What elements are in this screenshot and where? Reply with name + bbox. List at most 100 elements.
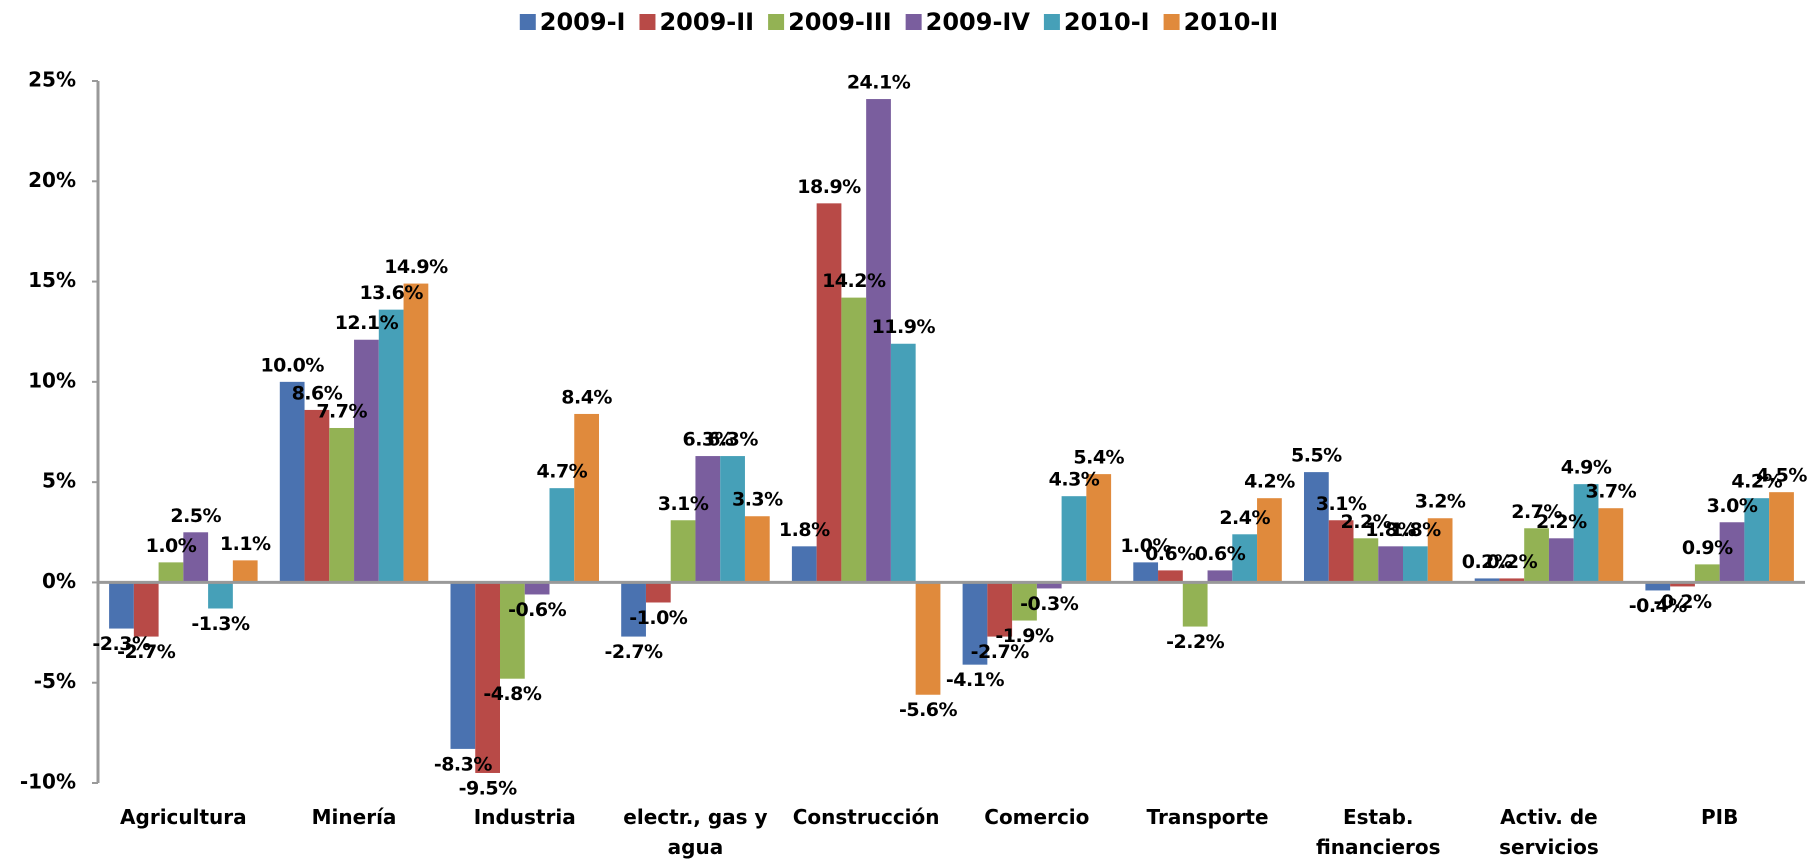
value-label: 3.3% xyxy=(732,489,783,511)
bar xyxy=(1524,528,1549,583)
y-tick-label: 0% xyxy=(42,569,76,593)
value-label: 1.8% xyxy=(1390,519,1441,541)
value-label: 3.1% xyxy=(658,493,709,515)
legend-label: 2009-III xyxy=(788,8,892,36)
bar xyxy=(1378,546,1404,583)
value-label: 14.9% xyxy=(384,256,448,278)
value-label: 2.4% xyxy=(1219,507,1270,529)
value-label: 0.9% xyxy=(1682,537,1733,559)
x-tick-label: Comercio xyxy=(984,805,1089,829)
value-label: 4.5% xyxy=(1756,465,1807,487)
value-label: 2.7% xyxy=(1511,501,1562,523)
value-label: 14.2% xyxy=(822,270,886,292)
bar xyxy=(1133,562,1159,583)
bar xyxy=(1303,472,1329,583)
value-label: 3.7% xyxy=(1585,481,1636,503)
value-label: -4.1% xyxy=(946,669,1005,691)
bar xyxy=(499,582,525,679)
value-label: -0.2% xyxy=(1653,591,1712,613)
bar xyxy=(279,381,305,583)
bar xyxy=(304,409,330,583)
value-label: 0.6% xyxy=(1195,543,1246,565)
bar xyxy=(1036,582,1062,589)
bar xyxy=(720,456,745,583)
bar xyxy=(1598,508,1624,583)
value-label: -2.7% xyxy=(117,641,176,663)
value-label: -9.5% xyxy=(459,777,518,799)
bar xyxy=(1744,498,1770,583)
bar xyxy=(158,562,184,583)
value-label: 2.2% xyxy=(1341,511,1392,533)
value-label: 5.4% xyxy=(1073,447,1124,469)
bar xyxy=(574,413,600,583)
bar xyxy=(1353,538,1379,583)
value-label: 0.2% xyxy=(1462,551,1513,573)
legend-swatch xyxy=(1163,14,1180,30)
bar xyxy=(1427,518,1453,583)
bar xyxy=(1328,520,1354,583)
bar xyxy=(1182,582,1208,627)
value-label: -1.0% xyxy=(629,607,688,629)
x-tick-label: electr., gas y agua xyxy=(623,805,767,859)
bar xyxy=(232,560,258,583)
legend-swatch xyxy=(519,14,536,30)
bar xyxy=(1474,578,1500,583)
value-label: 24.1% xyxy=(847,72,911,94)
value-label: 7.7% xyxy=(316,400,367,422)
x-tick-label: Construcción xyxy=(793,805,940,829)
y-tick-label: 25% xyxy=(28,68,76,92)
value-label: 5.5% xyxy=(1291,445,1342,467)
bar xyxy=(1086,474,1112,583)
y-tick-label: -5% xyxy=(34,669,76,693)
value-label: 6.3% xyxy=(707,429,758,451)
value-label: 4.2% xyxy=(1731,471,1782,493)
value-label: 2.5% xyxy=(170,505,221,527)
legend-swatch xyxy=(905,14,922,30)
value-label: 18.9% xyxy=(797,176,861,198)
value-label: 11.9% xyxy=(872,316,936,338)
x-tick-label: Industria xyxy=(474,805,576,829)
bar xyxy=(841,297,867,583)
bar xyxy=(1719,522,1745,583)
x-tick-label: Agricultura xyxy=(120,805,247,829)
legend-label: 2009-IV xyxy=(926,8,1031,36)
y-tick-label: 10% xyxy=(28,368,76,392)
bar xyxy=(133,582,159,637)
value-label: 12.1% xyxy=(335,312,399,334)
value-label: 8.6% xyxy=(292,382,343,404)
value-label: -1.3% xyxy=(191,613,250,635)
bar xyxy=(1158,570,1183,583)
bar xyxy=(524,582,550,595)
bar xyxy=(1573,484,1599,583)
bar xyxy=(1670,582,1695,587)
bar xyxy=(645,582,671,603)
bar xyxy=(549,488,575,583)
value-label: 1.8% xyxy=(1365,519,1416,541)
value-label: 0.2% xyxy=(1486,551,1537,573)
value-label: -0.3% xyxy=(1020,593,1079,615)
value-label: -4.8% xyxy=(483,683,542,705)
bar xyxy=(1012,582,1037,621)
bar xyxy=(329,427,355,583)
bar xyxy=(1257,498,1282,583)
x-tick-label: Transporte xyxy=(1147,805,1269,829)
value-label: 8.4% xyxy=(561,386,612,408)
y-tick-label: 15% xyxy=(28,268,76,292)
value-label: 4.3% xyxy=(1049,469,1100,491)
value-label: 10.0% xyxy=(260,354,324,376)
bar xyxy=(1232,534,1258,583)
bar xyxy=(1403,546,1428,583)
value-label: -2.3% xyxy=(92,633,151,655)
bar xyxy=(1061,496,1087,583)
value-label: 1.8% xyxy=(779,519,830,541)
bar xyxy=(1207,570,1233,583)
bar xyxy=(450,582,476,749)
bar xyxy=(744,516,770,583)
bar xyxy=(962,582,988,665)
value-label: 13.6% xyxy=(359,282,423,304)
bar xyxy=(1645,582,1671,591)
legend-label: 2010-II xyxy=(1184,8,1279,36)
bar xyxy=(1499,578,1525,583)
value-label: 4.9% xyxy=(1561,457,1612,479)
value-label: -5.6% xyxy=(899,699,958,721)
